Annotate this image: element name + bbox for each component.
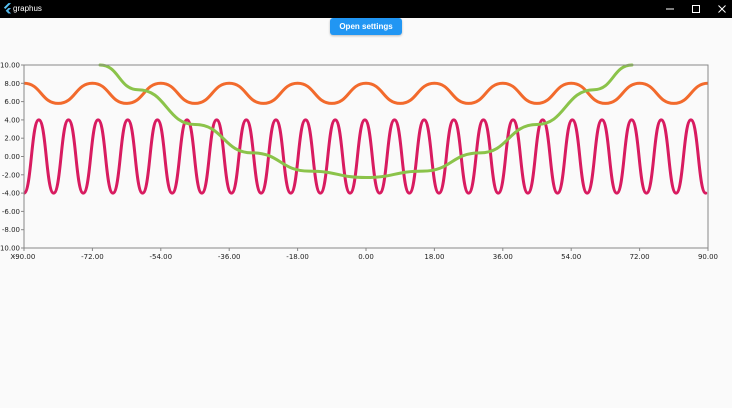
y-tick-label: 8.00	[4, 80, 20, 88]
title-bar: graphus	[0, 0, 732, 18]
axis-layer: -10.00 -8.00 -6.00 -4.00 -2.00 0.00 2.00 4.00 6.…	[0, 62, 718, 262]
maximize-icon	[692, 5, 700, 13]
x-tick-label: -90.00	[13, 253, 36, 261]
plot-frame	[23, 64, 709, 249]
x-axis-label: X:	[10, 253, 17, 261]
x-tick-label: 0.00	[358, 253, 374, 261]
flutter-logo-icon	[3, 3, 12, 14]
open-settings-button[interactable]: Open settings	[330, 18, 402, 35]
y-tick-label: -8.00	[2, 226, 20, 234]
x-tick-label: 90.00	[698, 253, 718, 261]
x-tick-label: 72.00	[630, 253, 650, 261]
y-tick-label: 0.00	[4, 153, 20, 161]
y-tick-label: 4.00	[4, 116, 20, 124]
y-tick-label: 10.00	[0, 62, 20, 70]
minimize-button[interactable]	[656, 0, 684, 18]
window-title: graphus	[13, 4, 42, 13]
y-tick-label: 2.00	[4, 135, 20, 143]
x-tick-label: -54.00	[150, 253, 173, 261]
series-line-3	[98, 63, 634, 180]
x-tick-label: -18.00	[286, 253, 309, 261]
x-tick-label: -36.00	[218, 253, 241, 261]
y-tick-label: -4.00	[2, 190, 20, 198]
series-line-2	[24, 118, 708, 195]
y-tick-label: -6.00	[2, 208, 20, 216]
y-tick-label: 6.00	[4, 98, 20, 106]
series-line-1	[24, 81, 708, 105]
x-tick-label: -72.00	[81, 253, 104, 261]
x-tick-label: 18.00	[424, 253, 444, 261]
x-tick-label: 36.00	[493, 253, 513, 261]
y-tick-label: -10.00	[0, 245, 20, 253]
minimize-icon	[666, 8, 674, 10]
y-tick-label: -2.00	[2, 171, 20, 179]
x-tick-label: 54.00	[561, 253, 581, 261]
series-layer	[24, 63, 708, 195]
close-icon	[718, 5, 726, 13]
maximize-button[interactable]	[682, 0, 710, 18]
close-button[interactable]	[708, 0, 732, 18]
